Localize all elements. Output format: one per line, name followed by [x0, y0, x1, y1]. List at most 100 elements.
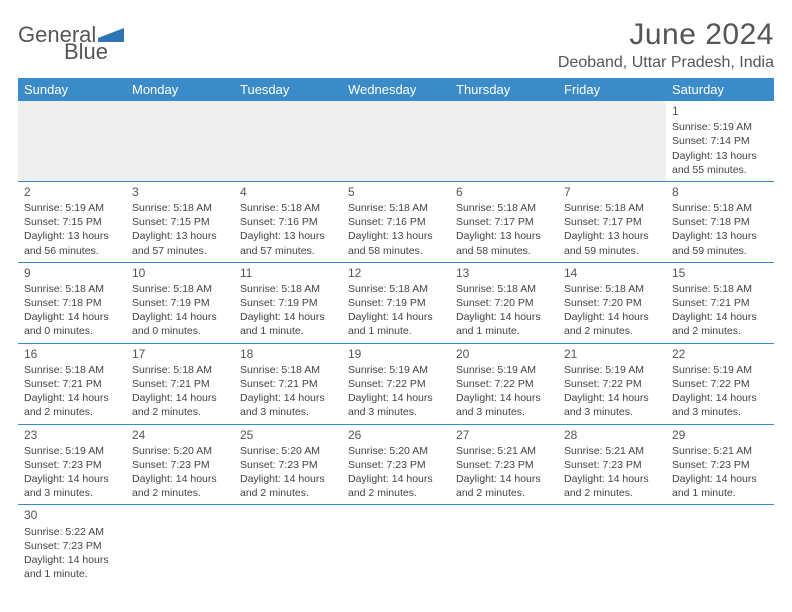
- day-number: 5: [348, 184, 444, 200]
- calendar-cell: [450, 101, 558, 181]
- daylight-text: Daylight: 14 hours and 3 minutes.: [564, 391, 660, 419]
- sunrise-text: Sunrise: 5:18 AM: [240, 282, 336, 296]
- calendar-cell: 26Sunrise: 5:20 AMSunset: 7:23 PMDayligh…: [342, 424, 450, 505]
- calendar-cell: 13Sunrise: 5:18 AMSunset: 7:20 PMDayligh…: [450, 262, 558, 343]
- daylight-text: Daylight: 13 hours and 58 minutes.: [348, 229, 444, 257]
- daylight-text: Daylight: 14 hours and 2 minutes.: [348, 472, 444, 500]
- sunrise-text: Sunrise: 5:21 AM: [456, 444, 552, 458]
- sunrise-text: Sunrise: 5:22 AM: [24, 525, 120, 539]
- calendar-cell: 28Sunrise: 5:21 AMSunset: 7:23 PMDayligh…: [558, 424, 666, 505]
- calendar-row: 2Sunrise: 5:19 AMSunset: 7:15 PMDaylight…: [18, 181, 774, 262]
- daylight-text: Daylight: 14 hours and 2 minutes.: [672, 310, 768, 338]
- daylight-text: Daylight: 14 hours and 3 minutes.: [348, 391, 444, 419]
- calendar-row: 30Sunrise: 5:22 AMSunset: 7:23 PMDayligh…: [18, 505, 774, 585]
- calendar-cell: [450, 505, 558, 585]
- day-number: 28: [564, 427, 660, 443]
- calendar-cell: [342, 505, 450, 585]
- calendar-cell: 23Sunrise: 5:19 AMSunset: 7:23 PMDayligh…: [18, 424, 126, 505]
- day-number: 11: [240, 265, 336, 281]
- day-number: 6: [456, 184, 552, 200]
- calendar-cell: [342, 101, 450, 181]
- calendar-row: 23Sunrise: 5:19 AMSunset: 7:23 PMDayligh…: [18, 424, 774, 505]
- sunrise-text: Sunrise: 5:18 AM: [456, 282, 552, 296]
- calendar-cell: 20Sunrise: 5:19 AMSunset: 7:22 PMDayligh…: [450, 343, 558, 424]
- sunset-text: Sunset: 7:23 PM: [564, 458, 660, 472]
- day-header: Wednesday: [342, 78, 450, 101]
- sunrise-text: Sunrise: 5:20 AM: [240, 444, 336, 458]
- sunrise-text: Sunrise: 5:18 AM: [564, 282, 660, 296]
- sunset-text: Sunset: 7:23 PM: [24, 539, 120, 553]
- day-header: Friday: [558, 78, 666, 101]
- sunset-text: Sunset: 7:19 PM: [348, 296, 444, 310]
- sunset-text: Sunset: 7:23 PM: [132, 458, 228, 472]
- day-number: 8: [672, 184, 768, 200]
- sunset-text: Sunset: 7:15 PM: [24, 215, 120, 229]
- day-number: 4: [240, 184, 336, 200]
- calendar-cell: [558, 505, 666, 585]
- sunset-text: Sunset: 7:21 PM: [672, 296, 768, 310]
- calendar-cell: 21Sunrise: 5:19 AMSunset: 7:22 PMDayligh…: [558, 343, 666, 424]
- sunset-text: Sunset: 7:17 PM: [456, 215, 552, 229]
- daylight-text: Daylight: 13 hours and 59 minutes.: [564, 229, 660, 257]
- day-header-row: Sunday Monday Tuesday Wednesday Thursday…: [18, 78, 774, 101]
- sunrise-text: Sunrise: 5:18 AM: [672, 282, 768, 296]
- sunrise-text: Sunrise: 5:20 AM: [348, 444, 444, 458]
- sunset-text: Sunset: 7:19 PM: [132, 296, 228, 310]
- sunset-text: Sunset: 7:18 PM: [24, 296, 120, 310]
- sunset-text: Sunset: 7:15 PM: [132, 215, 228, 229]
- sunrise-text: Sunrise: 5:19 AM: [24, 444, 120, 458]
- daylight-text: Daylight: 14 hours and 1 minute.: [348, 310, 444, 338]
- sunset-text: Sunset: 7:16 PM: [348, 215, 444, 229]
- day-number: 30: [24, 507, 120, 523]
- sunrise-text: Sunrise: 5:19 AM: [456, 363, 552, 377]
- daylight-text: Daylight: 13 hours and 57 minutes.: [132, 229, 228, 257]
- daylight-text: Daylight: 14 hours and 3 minutes.: [24, 472, 120, 500]
- sunrise-text: Sunrise: 5:21 AM: [564, 444, 660, 458]
- day-header: Monday: [126, 78, 234, 101]
- sunrise-text: Sunrise: 5:18 AM: [132, 282, 228, 296]
- calendar-cell: 2Sunrise: 5:19 AMSunset: 7:15 PMDaylight…: [18, 181, 126, 262]
- sunset-text: Sunset: 7:18 PM: [672, 215, 768, 229]
- sunrise-text: Sunrise: 5:19 AM: [564, 363, 660, 377]
- daylight-text: Daylight: 14 hours and 1 minute.: [672, 472, 768, 500]
- sunset-text: Sunset: 7:22 PM: [348, 377, 444, 391]
- day-number: 7: [564, 184, 660, 200]
- sunset-text: Sunset: 7:23 PM: [672, 458, 768, 472]
- day-number: 15: [672, 265, 768, 281]
- calendar-cell: 12Sunrise: 5:18 AMSunset: 7:19 PMDayligh…: [342, 262, 450, 343]
- day-number: 25: [240, 427, 336, 443]
- calendar-cell: [126, 505, 234, 585]
- calendar-cell: 6Sunrise: 5:18 AMSunset: 7:17 PMDaylight…: [450, 181, 558, 262]
- calendar-cell: 22Sunrise: 5:19 AMSunset: 7:22 PMDayligh…: [666, 343, 774, 424]
- sunset-text: Sunset: 7:20 PM: [564, 296, 660, 310]
- calendar-cell: 7Sunrise: 5:18 AMSunset: 7:17 PMDaylight…: [558, 181, 666, 262]
- sunset-text: Sunset: 7:22 PM: [672, 377, 768, 391]
- calendar-cell: [666, 505, 774, 585]
- calendar-cell: 3Sunrise: 5:18 AMSunset: 7:15 PMDaylight…: [126, 181, 234, 262]
- sunrise-text: Sunrise: 5:18 AM: [348, 201, 444, 215]
- daylight-text: Daylight: 14 hours and 2 minutes.: [564, 310, 660, 338]
- logo: General Blue: [18, 18, 124, 63]
- calendar-cell: 1Sunrise: 5:19 AMSunset: 7:14 PMDaylight…: [666, 101, 774, 181]
- calendar-row: 1Sunrise: 5:19 AMSunset: 7:14 PMDaylight…: [18, 101, 774, 181]
- sunset-text: Sunset: 7:22 PM: [456, 377, 552, 391]
- calendar-cell: 8Sunrise: 5:18 AMSunset: 7:18 PMDaylight…: [666, 181, 774, 262]
- day-number: 16: [24, 346, 120, 362]
- sunset-text: Sunset: 7:23 PM: [348, 458, 444, 472]
- daylight-text: Daylight: 14 hours and 1 minute.: [240, 310, 336, 338]
- calendar-cell: 24Sunrise: 5:20 AMSunset: 7:23 PMDayligh…: [126, 424, 234, 505]
- logo-text-wrap: General Blue: [18, 24, 124, 63]
- day-header: Tuesday: [234, 78, 342, 101]
- day-number: 2: [24, 184, 120, 200]
- calendar-cell: [126, 101, 234, 181]
- sunrise-text: Sunrise: 5:18 AM: [672, 201, 768, 215]
- sunset-text: Sunset: 7:21 PM: [240, 377, 336, 391]
- day-number: 21: [564, 346, 660, 362]
- title-block: June 2024 Deoband, Uttar Pradesh, India: [558, 18, 774, 72]
- day-number: 10: [132, 265, 228, 281]
- daylight-text: Daylight: 14 hours and 2 minutes.: [132, 472, 228, 500]
- sunset-text: Sunset: 7:21 PM: [24, 377, 120, 391]
- calendar-row: 16Sunrise: 5:18 AMSunset: 7:21 PMDayligh…: [18, 343, 774, 424]
- daylight-text: Daylight: 14 hours and 0 minutes.: [24, 310, 120, 338]
- sunrise-text: Sunrise: 5:18 AM: [564, 201, 660, 215]
